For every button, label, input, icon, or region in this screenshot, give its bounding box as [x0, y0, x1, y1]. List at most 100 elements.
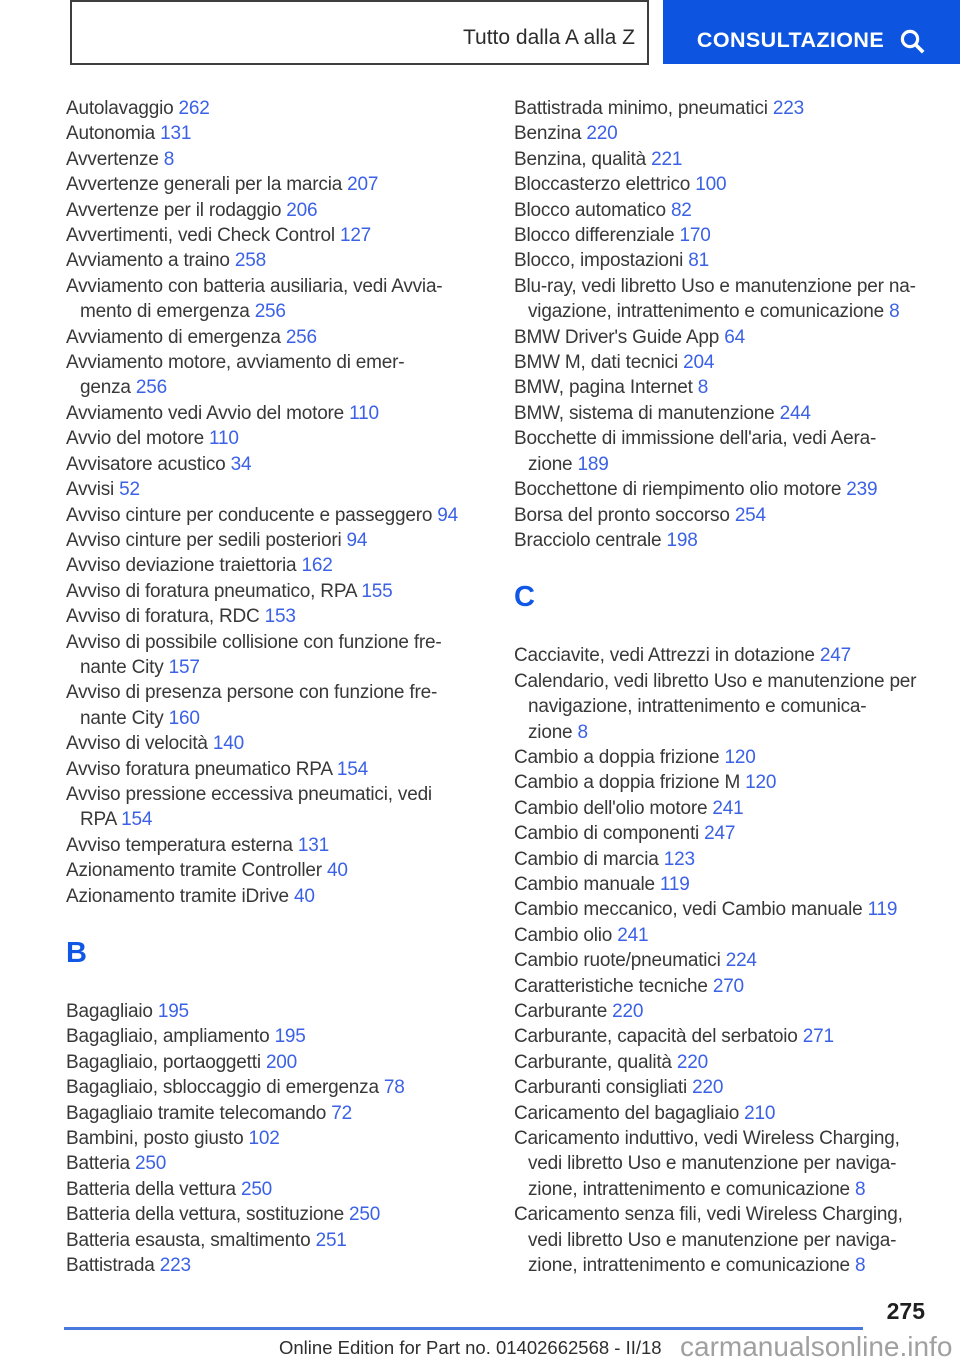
index-entry-page-link[interactable]: 64 [724, 326, 745, 348]
index-entry-page-link[interactable]: 120 [724, 746, 756, 768]
index-entry: Avviso foratura pneumatico RPA 154 [66, 757, 500, 782]
index-entry-page-link[interactable]: 223 [772, 98, 804, 119]
index-entry-page-link[interactable]: 223 [159, 1255, 191, 1277]
index-entry-page-link[interactable]: 119 [659, 873, 690, 895]
index-entry-page-link[interactable]: 220 [612, 1001, 644, 1022]
index-entry-page-link[interactable]: 110 [209, 428, 239, 450]
index-entry-page-link[interactable]: 258 [234, 250, 266, 272]
index-entry-page-link[interactable]: 40 [293, 885, 315, 907]
index-entry-page-link[interactable]: 102 [248, 1128, 280, 1150]
index-entry-page-link[interactable]: 256 [254, 301, 286, 323]
index-entry-page-link[interactable]: 153 [264, 606, 296, 628]
index-entry-page-link[interactable]: 206 [286, 199, 318, 221]
index-entry-text: Cambio a doppia frizione [514, 746, 725, 768]
index-entry-page-link[interactable]: 8 [163, 148, 175, 170]
index-entry-page-link[interactable]: 256 [135, 377, 167, 399]
index-entry-page-link[interactable]: 78 [383, 1077, 405, 1099]
index-entry-page-link[interactable]: 82 [670, 199, 692, 221]
index-entry-text: Avviso di foratura, RDC [66, 606, 265, 628]
index-entry-text: Blocco differenziale [514, 225, 680, 247]
index-entry-page-link[interactable]: 94 [437, 504, 459, 526]
index-entry-page-link[interactable]: 270 [712, 975, 744, 997]
index-entry-page-link[interactable]: 160 [168, 707, 200, 729]
index-entry: Avviso di foratura, RDC 153 [66, 604, 500, 629]
index-entry-page-link[interactable]: 195 [274, 1026, 306, 1048]
index-entry-page-link[interactable]: 8 [855, 1178, 866, 1200]
index-entry-page-link[interactable]: 204 [683, 352, 715, 374]
index-entry-page-link[interactable]: 250 [349, 1204, 381, 1226]
index-entry-page-link[interactable]: 241 [617, 924, 649, 946]
index-entry: Bagagliaio tramite telecomando 72 [66, 1101, 500, 1126]
index-entry: Caratteristiche tecniche 270 [514, 974, 960, 999]
index-entry: Avviamento vedi Avvio del motore 110 [66, 401, 500, 426]
index-entry-page-link[interactable]: 250 [134, 1153, 167, 1175]
index-entry-page-link[interactable]: 8 [855, 1255, 866, 1277]
index-entry: Battistrada 223 [66, 1253, 500, 1278]
index-entry: Avviso cinture per conducente e passegge… [66, 503, 500, 528]
index-entry-page-link[interactable]: 155 [361, 580, 393, 602]
index-entry-page-link[interactable]: 244 [779, 402, 811, 424]
watermark: carmanualsonline.info [680, 1331, 953, 1362]
index-entry-page-link[interactable]: 40 [326, 860, 348, 882]
index-entry-page-link[interactable]: 239 [846, 479, 878, 501]
index-entry-page-link[interactable]: 157 [168, 656, 200, 678]
index-entry-page-link[interactable]: 224 [725, 950, 757, 972]
index-entry-page-link[interactable]: 271 [802, 1026, 834, 1048]
index-entry-page-link[interactable]: 131 [160, 123, 192, 145]
index-entry-page-link[interactable]: 254 [734, 504, 766, 526]
index-entry-page-link[interactable]: 262 [178, 98, 210, 119]
index-entry-text: Batteria della vettura [66, 1178, 241, 1200]
index-entry-page-link[interactable]: 207 [347, 174, 379, 196]
index-entry-text: Autonomia [66, 123, 161, 145]
index-entry-page-link[interactable]: 162 [301, 555, 333, 577]
index-entry-page-link[interactable]: 210 [744, 1102, 776, 1124]
index-entry-page-link[interactable]: 195 [157, 1001, 189, 1022]
index-entry-page-link[interactable]: 241 [712, 797, 744, 819]
index-entry-page-link[interactable]: 119 [867, 899, 898, 921]
index-entry: Borsa del pronto soccorso 254 [514, 503, 960, 528]
index-entry-page-link[interactable]: 8 [577, 721, 589, 743]
index-entry-page-link[interactable]: 8 [697, 377, 709, 399]
index-entry-page-link[interactable]: 154 [121, 809, 153, 831]
index-entry-page-link[interactable]: 220 [676, 1051, 708, 1073]
index-entry-page-link[interactable]: 220 [692, 1077, 724, 1099]
index-entry-page-link[interactable]: 123 [663, 848, 695, 870]
index-entry-text: Bracciolo centrale [514, 529, 667, 551]
index-entry-page-link[interactable]: 256 [285, 326, 317, 348]
index-entry-page-link[interactable]: 100 [695, 174, 727, 196]
index-entry-page-link[interactable]: 250 [240, 1178, 273, 1200]
index-entry-page-link[interactable]: 189 [577, 453, 609, 475]
index-entry: Avvertenze 8 [66, 147, 500, 172]
index-entry-page-link[interactable]: 247 [819, 645, 851, 667]
index-entry-page-link[interactable]: 220 [586, 123, 618, 145]
index-entry-page-link[interactable]: 221 [651, 148, 683, 170]
index-entry: Avvio del motore 110 [66, 426, 500, 451]
index-entry-page-link[interactable]: 140 [212, 733, 244, 755]
index-entry-text: Avviso pressione eccessiva pneumatici, v… [66, 783, 432, 831]
index-entry: Batteria esausta, smaltimento 251 [66, 1228, 500, 1253]
index-entry-page-link[interactable]: 247 [704, 823, 736, 845]
index-entry: Cambio ruote/pneumatici 224 [514, 948, 960, 973]
index-entry: Bagagliaio 195 [66, 999, 500, 1024]
index-entry-page-link[interactable]: 8 [889, 301, 900, 323]
index-entry-page-link[interactable]: 110 [349, 402, 379, 424]
index-entry-page-link[interactable]: 52 [119, 479, 140, 501]
index-entry-page-link[interactable]: 170 [679, 225, 711, 247]
index-entry-page-link[interactable]: 198 [666, 529, 698, 551]
index-entry-page-link[interactable]: 154 [336, 758, 368, 780]
index-entry-page-link[interactable]: 94 [346, 529, 368, 551]
index-entry-page-link[interactable]: 34 [230, 453, 252, 475]
index-entry-page-link[interactable]: 131 [297, 834, 329, 856]
index-entry-page-link[interactable]: 127 [339, 225, 372, 247]
index-entry-page-link[interactable]: 81 [688, 250, 710, 272]
index-entry: Blocco, impostazioni 81 [514, 248, 960, 273]
index-entry-text: Avviso temperatura esterna [66, 834, 298, 856]
index-entry-page-link[interactable]: 72 [331, 1102, 352, 1124]
index-entry-page-link[interactable]: 120 [745, 772, 777, 794]
index-entry-text: Bagagliaio, ampliamento [66, 1026, 275, 1048]
index-entry-text: Benzina [514, 123, 587, 145]
consultazione-button[interactable]: CONSULTAZIONE [663, 0, 960, 64]
index-entry-page-link[interactable]: 251 [315, 1229, 347, 1251]
index-entry-page-link[interactable]: 200 [265, 1051, 298, 1073]
index-entry-text: Battistrada minimo, pneumatici [514, 98, 773, 119]
